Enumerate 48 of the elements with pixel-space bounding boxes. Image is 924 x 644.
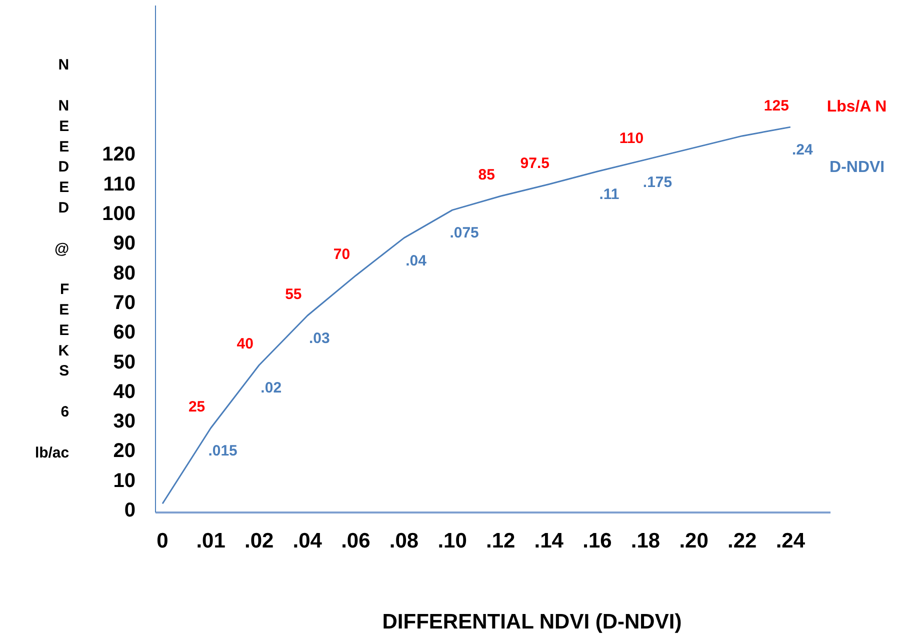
annotation: .03 bbox=[308, 330, 330, 348]
annotation: .11 bbox=[599, 186, 620, 204]
legend-label: Lbs/A N bbox=[826, 98, 887, 116]
x-tick-label: .12 bbox=[486, 530, 516, 552]
y-tick-label: 50 bbox=[113, 351, 136, 374]
annotation: 25 bbox=[188, 398, 206, 416]
x-axis-title: DIFFERENTIAL NDVI (D-NDVI) bbox=[382, 610, 682, 634]
line-series bbox=[162, 126, 792, 504]
y-tick-label: 60 bbox=[113, 322, 136, 344]
annotation: .02 bbox=[260, 380, 282, 397]
annotation: 97.5 bbox=[520, 154, 550, 172]
x-tick-label: .10 bbox=[438, 530, 467, 552]
y-tick-label: 0 bbox=[124, 500, 136, 522]
annotation: 55 bbox=[285, 286, 302, 304]
y-tick-label: 100 bbox=[102, 203, 136, 226]
x-tick-label: .18 bbox=[630, 530, 660, 552]
y-tick-label: 90 bbox=[113, 232, 136, 255]
x-tick-label: .24 bbox=[776, 530, 806, 552]
x-tick-label: .16 bbox=[582, 530, 612, 552]
annotation: .015 bbox=[208, 442, 238, 460]
x-tick-label: .06 bbox=[341, 530, 370, 552]
x-tick-label: .02 bbox=[244, 530, 274, 552]
y-tick-label: 20 bbox=[113, 440, 136, 462]
y-tick-label: 80 bbox=[113, 262, 136, 284]
annotation: 125 bbox=[764, 98, 789, 115]
y-tick-label: 30 bbox=[113, 410, 136, 433]
y-tick-label: 10 bbox=[113, 470, 136, 492]
annotation: .075 bbox=[450, 224, 479, 242]
x-tick-label: 0 bbox=[156, 530, 168, 552]
x-tick-label: .08 bbox=[389, 530, 419, 552]
x-tick-label: .20 bbox=[679, 530, 708, 552]
annotation: 110 bbox=[619, 130, 644, 148]
x-tick-label: .14 bbox=[534, 530, 564, 552]
text: N NEEDED @ FEEKS 6 lb/ac bbox=[34, 56, 70, 462]
y-tick-label: 110 bbox=[103, 173, 136, 196]
annotation: .24 bbox=[792, 142, 814, 159]
x-tick-label: .01 bbox=[196, 530, 226, 552]
annotation: 85 bbox=[478, 166, 495, 184]
y-tick-label: 40 bbox=[113, 380, 136, 403]
x-tick-label: .22 bbox=[728, 530, 757, 552]
annotation: 70 bbox=[333, 246, 350, 264]
annotation: .175 bbox=[642, 174, 672, 192]
text: D-NDVI bbox=[830, 159, 885, 176]
x-tick-label: .04 bbox=[292, 530, 322, 552]
y-tick-label: 70 bbox=[113, 292, 136, 314]
y-tick-label: 120 bbox=[102, 144, 136, 166]
annotation: 40 bbox=[236, 336, 254, 353]
annotation: .04 bbox=[406, 252, 428, 270]
